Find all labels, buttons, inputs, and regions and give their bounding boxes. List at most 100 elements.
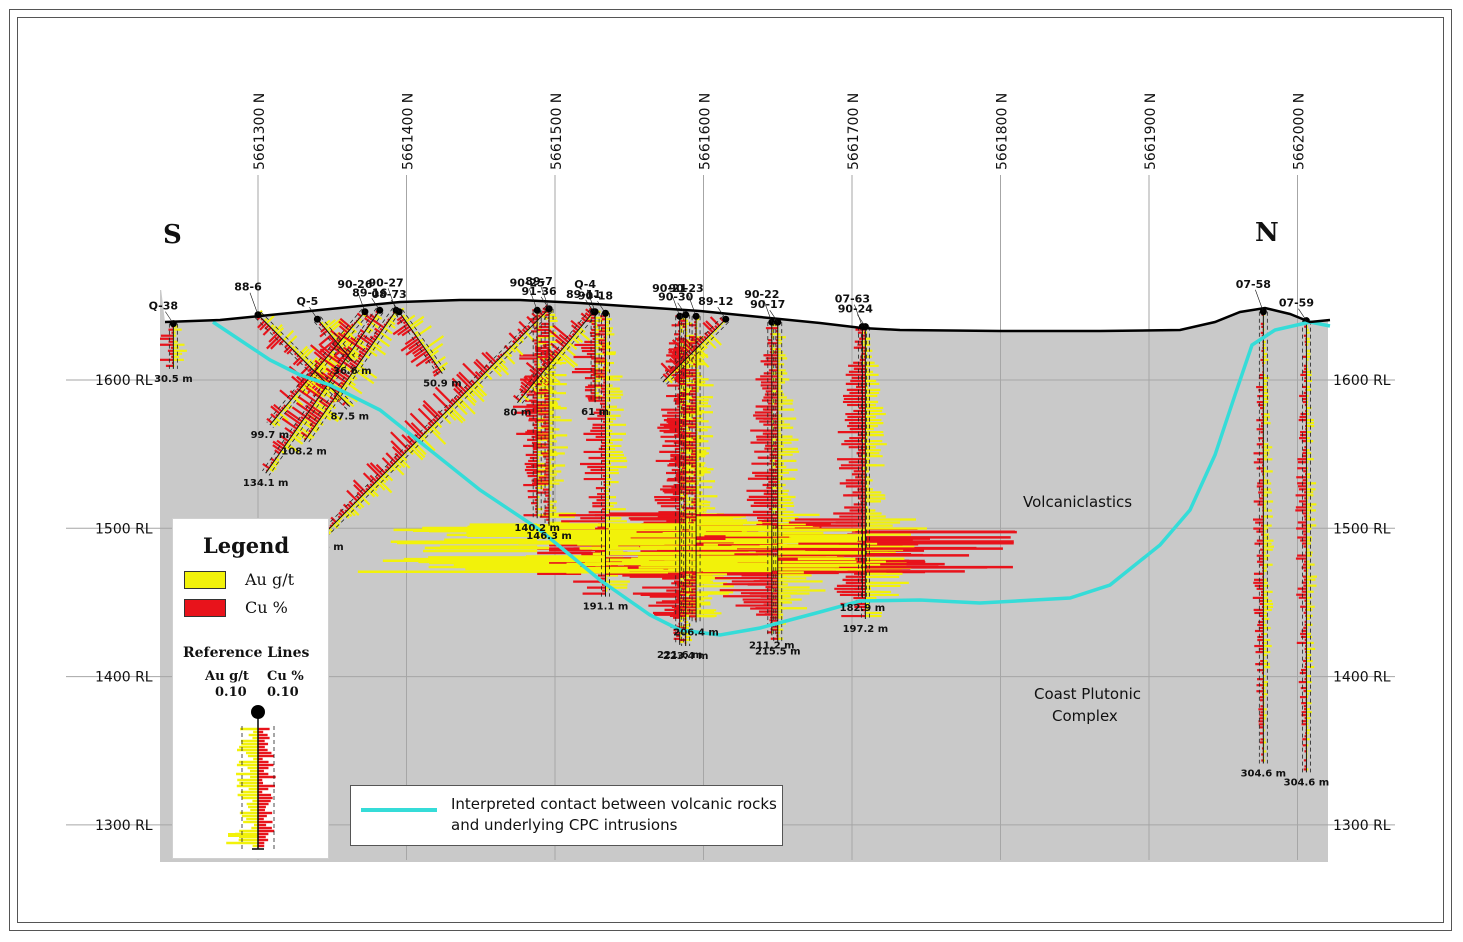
au-bar — [503, 352, 516, 365]
cu-bar — [336, 363, 341, 368]
au-bar — [509, 346, 517, 353]
cu-bar — [525, 361, 542, 376]
hole-depth-label: 140.2 m — [514, 523, 560, 534]
cu-bar — [375, 463, 386, 474]
hole-labels: Q-38 30.5 m 88-6 87.5 m Q-5 36.6 m 90-26 99.7 m… — [149, 275, 1330, 789]
cu-bar — [266, 335, 281, 350]
au-bar — [327, 406, 333, 411]
cu-bar — [397, 325, 411, 336]
topography-line — [164, 298, 1331, 333]
au-legend-label: Au g/t — [245, 570, 295, 589]
cu-bar — [678, 337, 695, 353]
cu-bar — [359, 328, 365, 334]
cu-bar — [319, 344, 331, 355]
cu-bar — [306, 373, 312, 378]
hole-trace — [320, 308, 550, 538]
cu-bar — [401, 328, 412, 337]
au-bar — [292, 396, 304, 407]
northing-label: 5661500 N — [549, 93, 565, 170]
cu-bar — [372, 318, 385, 329]
au-bar — [396, 459, 406, 469]
au-bar — [326, 318, 342, 332]
cu-bar — [353, 483, 365, 496]
cu-reference-line — [513, 308, 591, 401]
au-bar — [471, 384, 485, 398]
au-bar — [518, 337, 524, 344]
cu-bar — [309, 408, 323, 418]
cu-bar — [474, 370, 482, 378]
au-bar — [445, 410, 457, 421]
hole-depth-label: 182.9 m — [840, 603, 886, 614]
au-bar — [490, 365, 503, 378]
contact-line — [212, 320, 1331, 637]
au-bar — [384, 472, 394, 482]
hole-depth-label: 304.6 m — [1241, 769, 1287, 780]
au-bar — [530, 385, 539, 393]
hole-id-label: 89-12 — [698, 295, 733, 308]
au-bar — [268, 467, 275, 473]
au-bar — [469, 386, 485, 403]
au-bar — [290, 435, 304, 445]
au-bar — [352, 371, 357, 376]
cu-bar — [393, 456, 399, 462]
cu-bar — [272, 444, 282, 452]
au-bar — [538, 376, 548, 385]
cu-bar — [330, 367, 349, 381]
au-bar — [332, 523, 339, 530]
hole-label-leader — [597, 301, 606, 314]
cu-bar — [456, 395, 461, 400]
cu-bar — [270, 337, 283, 350]
cu-bar — [703, 335, 708, 340]
cu-bar — [338, 320, 351, 332]
cu-bar — [304, 415, 317, 426]
hole-depth-label: 206.4 m — [673, 627, 719, 638]
cpc-label-line2: Complex — [1052, 707, 1118, 725]
cu-bar — [278, 339, 285, 346]
cu-bar — [522, 379, 532, 388]
au-bar — [294, 430, 306, 440]
cu-bar — [481, 351, 495, 366]
cu-bar — [316, 390, 322, 396]
cu-bar — [338, 325, 349, 334]
au-bar — [326, 408, 343, 421]
cu-bar — [568, 333, 573, 339]
cu-bar — [407, 444, 412, 449]
au-bar — [321, 361, 327, 367]
cu-bar — [519, 387, 526, 395]
au-bar — [291, 345, 296, 350]
cu-bar — [356, 491, 363, 498]
northing-label: 5662000 N — [1292, 93, 1308, 170]
hole-trace — [303, 310, 397, 443]
au-bar — [273, 459, 280, 465]
hole-trace — [317, 318, 353, 362]
au-bar — [292, 432, 303, 441]
cu-bar — [286, 409, 303, 423]
cu-bar — [577, 321, 583, 327]
cu-bar — [276, 439, 286, 447]
cu-bar — [291, 406, 307, 418]
au-bar — [499, 357, 507, 364]
au-bar — [347, 508, 356, 517]
au-bar — [386, 321, 396, 330]
cu-bar — [366, 484, 371, 489]
hole-id-label: 90-18 — [578, 289, 613, 302]
cu-bar — [284, 411, 301, 425]
hole-trace — [265, 310, 381, 474]
hole-label-leader — [528, 288, 538, 311]
au-bar — [492, 363, 502, 373]
cu-bar — [385, 465, 390, 470]
au-bar — [522, 394, 530, 402]
cu-bar — [358, 350, 366, 356]
au-bar — [271, 421, 277, 427]
cu-bar — [366, 462, 382, 479]
au-bar — [410, 319, 424, 330]
cu-bar — [550, 342, 562, 353]
au-bar — [373, 482, 380, 489]
au-bar — [379, 331, 393, 342]
cu-bar — [329, 344, 335, 350]
cu-bar — [558, 333, 569, 343]
au-bar — [577, 329, 591, 341]
cu-bar — [458, 371, 474, 387]
hole-id-label: 90-17 — [750, 298, 785, 311]
cu-bar — [526, 315, 535, 325]
